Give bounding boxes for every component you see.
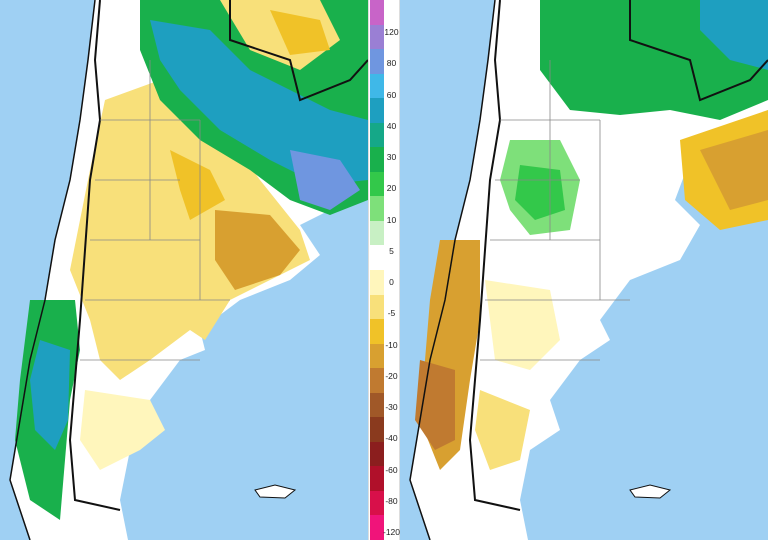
legend-swatch xyxy=(370,171,384,197)
legend-swatch xyxy=(370,294,384,320)
dry-south xyxy=(80,390,165,470)
legend-swatch xyxy=(370,368,384,394)
color-legend: 120 80 60 40 30 20 10 5 0 -5 -10 -20 -30 -40 -60 -80 -12… xyxy=(368,0,400,540)
dry-west-chile-core xyxy=(415,360,455,450)
coastline xyxy=(9,0,96,540)
legend-tick-label: -40 xyxy=(385,433,398,444)
map-left-svg xyxy=(0,0,368,540)
country-border xyxy=(68,0,121,511)
legend-tick-label: -120 xyxy=(383,527,401,537)
legend-tick-label: -5 xyxy=(387,308,396,319)
very-dry-area-2 xyxy=(215,210,300,290)
legend-swatch xyxy=(370,441,384,467)
legend-tick-label: 5 xyxy=(389,245,394,256)
legend-swatch xyxy=(370,122,384,148)
legend-tick-label: -10 xyxy=(385,339,398,350)
legend-swatch xyxy=(370,245,384,271)
map-right-svg xyxy=(400,0,768,540)
legend-swatch xyxy=(370,196,384,222)
legend-swatch xyxy=(370,343,384,369)
precipitation-anomaly-map-right xyxy=(400,0,768,540)
wet-central-core xyxy=(515,165,565,220)
dry-south-patches-2 xyxy=(475,390,530,470)
dry-south-patches xyxy=(485,280,560,370)
legend-swatch xyxy=(370,490,384,516)
legend-tick-label: 60 xyxy=(386,89,397,100)
province-lines xyxy=(480,60,630,361)
legend-tick-label: -60 xyxy=(385,464,398,475)
dry-east-core xyxy=(700,130,768,210)
legend-swatch xyxy=(370,98,384,124)
legend-swatch xyxy=(370,0,384,26)
country-border xyxy=(468,0,521,511)
wet-north-core xyxy=(700,0,768,70)
legend-swatch xyxy=(370,319,384,345)
legend-swatch xyxy=(370,220,384,246)
legend-tick-label: 30 xyxy=(386,152,397,162)
legend-swatch xyxy=(370,147,384,173)
legend-tick-label: 40 xyxy=(386,120,397,131)
legend-tick-label: -20 xyxy=(385,370,398,381)
legend-tick-label: 20 xyxy=(386,183,397,194)
legend-tick-label: 0 xyxy=(389,277,394,287)
dry-area xyxy=(70,80,310,380)
wet-band-peak xyxy=(290,150,360,210)
legend-tick-label: 80 xyxy=(386,58,397,69)
wet-south-chile-core xyxy=(30,340,70,450)
country-border-2 xyxy=(629,0,768,102)
legend-tick-label: -30 xyxy=(385,402,398,412)
country-border-2 xyxy=(229,0,368,102)
legend-swatch xyxy=(370,49,384,75)
legend-tick-label: 10 xyxy=(386,214,397,225)
dry-north-pocket-2 xyxy=(270,10,330,55)
legend-swatch xyxy=(370,515,384,540)
legend-swatch xyxy=(370,392,384,418)
very-dry-area xyxy=(170,150,225,220)
coastline xyxy=(409,0,496,540)
legend-swatch xyxy=(370,270,384,296)
legend-tick-label: 120 xyxy=(384,27,399,37)
legend-swatch xyxy=(370,417,384,443)
precipitation-anomaly-map-left xyxy=(0,0,368,540)
legend-tick-label: -80 xyxy=(385,495,398,506)
legend-swatch xyxy=(370,73,384,99)
legend-swatch xyxy=(370,24,384,50)
legend-swatch xyxy=(370,466,384,492)
province-lines xyxy=(80,60,230,361)
islands xyxy=(254,484,297,499)
islands xyxy=(629,484,672,499)
wet-band-core xyxy=(150,20,368,185)
